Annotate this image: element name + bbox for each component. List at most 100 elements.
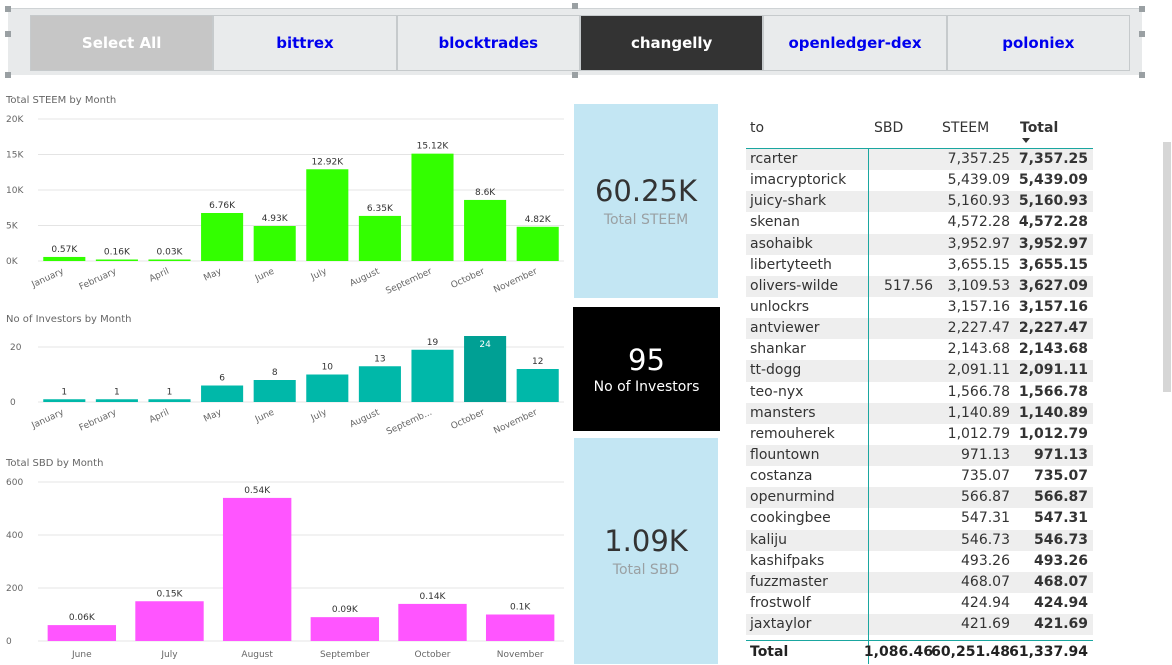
data-label: 6 — [219, 374, 225, 384]
slicer-button-4[interactable]: openledger-dex — [763, 15, 947, 71]
resize-handle[interactable] — [572, 72, 578, 78]
x-tick-label: Septemb... — [385, 408, 434, 438]
table-row[interactable]: antviewer 2,227.47 2,227.47 — [746, 318, 1093, 340]
table-row[interactable]: skenan 4,572.28 4,572.28 — [746, 212, 1093, 233]
table-row[interactable]: kashifpaks 493.26 493.26 — [746, 551, 1093, 572]
table-row[interactable]: shankar 2,143.68 2,143.68 — [746, 339, 1093, 360]
total-sbd-card: 1.09K Total SBD — [574, 438, 718, 664]
table-row[interactable]: remouherek 1,012.79 1,012.79 — [746, 424, 1093, 445]
table-row[interactable]: jaxtaylor 421.69 421.69 — [746, 614, 1093, 636]
x-tick-label: November — [497, 650, 544, 660]
cell-to: remouherek — [750, 425, 835, 442]
bar — [95, 399, 138, 402]
cell-to: cookingbee — [750, 510, 831, 527]
slicer-button-2[interactable]: blocktrades — [396, 15, 580, 71]
cell-to: unlockrs — [750, 298, 810, 315]
header-to[interactable]: to — [750, 120, 765, 136]
y-tick-label: 20 — [10, 343, 22, 353]
header-steem[interactable]: STEEM — [942, 120, 990, 136]
resize-handle[interactable] — [5, 72, 11, 78]
sort-descending-icon[interactable] — [1022, 138, 1030, 143]
table-row[interactable]: openurmind 566.87 566.87 — [746, 487, 1093, 509]
table-row[interactable]: flountown 971.13 971.13 — [746, 444, 1093, 467]
table-row[interactable]: rcarter 7,357.25 7,357.25 — [746, 149, 1093, 171]
bar — [253, 225, 296, 261]
cell-steem: 2,143.68 — [947, 341, 1010, 358]
table-row[interactable]: mansters 1,140.89 1,140.89 — [746, 402, 1093, 424]
table-row[interactable]: asohaibk 3,952.97 3,952.97 — [746, 233, 1093, 255]
resize-handle[interactable] — [1139, 72, 1145, 78]
data-label: 4.93K — [262, 214, 289, 224]
exchange-slicer: Select All bittrex blocktrades changelly ope… — [5, 3, 1145, 78]
scrollbar-thumb[interactable] — [1163, 142, 1171, 392]
cell-steem: 7,357.25 — [947, 151, 1010, 167]
table-row[interactable]: imacryptorick 5,439.09 5,439.09 — [746, 170, 1093, 191]
table-row[interactable]: costanza 735.07 735.07 — [746, 466, 1093, 487]
cell-to: jaxtaylor — [750, 616, 812, 633]
table-row[interactable]: juicy-shark 5,160.93 5,160.93 — [746, 191, 1093, 213]
footer-total: 61,337.94 — [1009, 644, 1088, 660]
resize-handle[interactable] — [1139, 31, 1145, 37]
resize-handle[interactable] — [1139, 6, 1145, 12]
table-scrollbar[interactable] — [1162, 118, 1172, 664]
header-sbd[interactable]: SBD — [874, 120, 904, 136]
x-tick-label: November — [492, 267, 539, 296]
column-divider — [868, 148, 869, 664]
data-label: 4.82K — [525, 215, 552, 225]
cell-total: 3,655.15 — [1018, 256, 1088, 273]
x-tick-label: August — [348, 407, 381, 430]
data-label: 1 — [114, 387, 120, 397]
table-row[interactable]: olivers-wilde 517.56 3,109.53 3,627.09 — [746, 275, 1093, 297]
cell-total: 5,439.09 — [1018, 172, 1088, 189]
slicer-button-1[interactable]: bittrex — [213, 15, 397, 71]
cell-total: 424.94 — [1033, 594, 1088, 611]
table-row[interactable]: frostwolf 424.94 424.94 — [746, 593, 1093, 614]
table-row[interactable]: teo-nyx 1,566.78 1,566.78 — [746, 382, 1093, 403]
resize-handle[interactable] — [5, 6, 11, 12]
table-row[interactable]: fuzzmaster 468.07 468.07 — [746, 571, 1093, 593]
cell-steem: 1,140.89 — [947, 404, 1010, 421]
table-row[interactable]: unlockrs 3,157.16 3,157.16 — [746, 297, 1093, 318]
resize-handle[interactable] — [5, 31, 11, 37]
bar — [253, 380, 296, 402]
slicer-button-0[interactable]: Select All — [30, 15, 214, 71]
investors-card: 95 No of Investors — [573, 307, 720, 431]
slicer-button-row: Select All bittrex blocktrades changelly ope… — [30, 15, 1130, 71]
y-tick-label: 200 — [6, 584, 23, 594]
data-label: 0.06K — [69, 613, 96, 623]
footer-sbd: 1,086.46 — [863, 644, 933, 660]
data-label: 12.92K — [311, 157, 344, 167]
table-row[interactable]: cookingbee 547.31 547.31 — [746, 508, 1093, 529]
table-row[interactable]: kaliju 546.73 546.73 — [746, 529, 1093, 551]
footer-label: Total — [750, 644, 789, 660]
cell-total: 3,627.09 — [1018, 277, 1088, 294]
table-row[interactable]: tt-dogg 2,091.11 2,091.11 — [746, 360, 1093, 382]
steem-by-month-chart: 0K 5K 10K 15K 20K 0.57K January 0.16K February 0.… — [6, 115, 564, 297]
x-tick-label: October — [449, 408, 486, 432]
cell-total: 971.13 — [1033, 446, 1088, 463]
cell-to: mansters — [750, 404, 816, 421]
total-steem-value: 60.25K — [594, 174, 698, 208]
header-total[interactable]: Total — [1020, 120, 1059, 136]
table-row[interactable]: libertyteeth 3,655.15 3,655.15 — [746, 255, 1093, 276]
x-tick-label: August — [241, 650, 273, 660]
cell-steem: 971.13 — [961, 446, 1010, 463]
cell-to: teo-nyx — [750, 383, 804, 400]
bar — [358, 215, 401, 261]
resize-handle[interactable] — [572, 3, 578, 9]
data-label: 12 — [532, 357, 543, 367]
cell-steem: 421.69 — [961, 616, 1010, 633]
slicer-button-5[interactable]: poloniex — [946, 15, 1130, 71]
data-label: 8 — [272, 368, 278, 378]
x-tick-label: January — [30, 266, 67, 290]
cell-to: kashifpaks — [750, 552, 825, 569]
cell-steem: 4,572.28 — [947, 214, 1010, 231]
cell-to: olivers-wilde — [750, 277, 839, 294]
bar — [222, 497, 292, 641]
cell-steem: 546.73 — [961, 531, 1010, 548]
footer-steem: 60,251.48 — [931, 644, 1010, 660]
slicer-button-3[interactable]: changelly — [579, 15, 764, 71]
data-label: 1 — [61, 387, 67, 397]
cell-steem: 5,160.93 — [947, 193, 1010, 210]
cell-total: 4,572.28 — [1018, 214, 1088, 231]
